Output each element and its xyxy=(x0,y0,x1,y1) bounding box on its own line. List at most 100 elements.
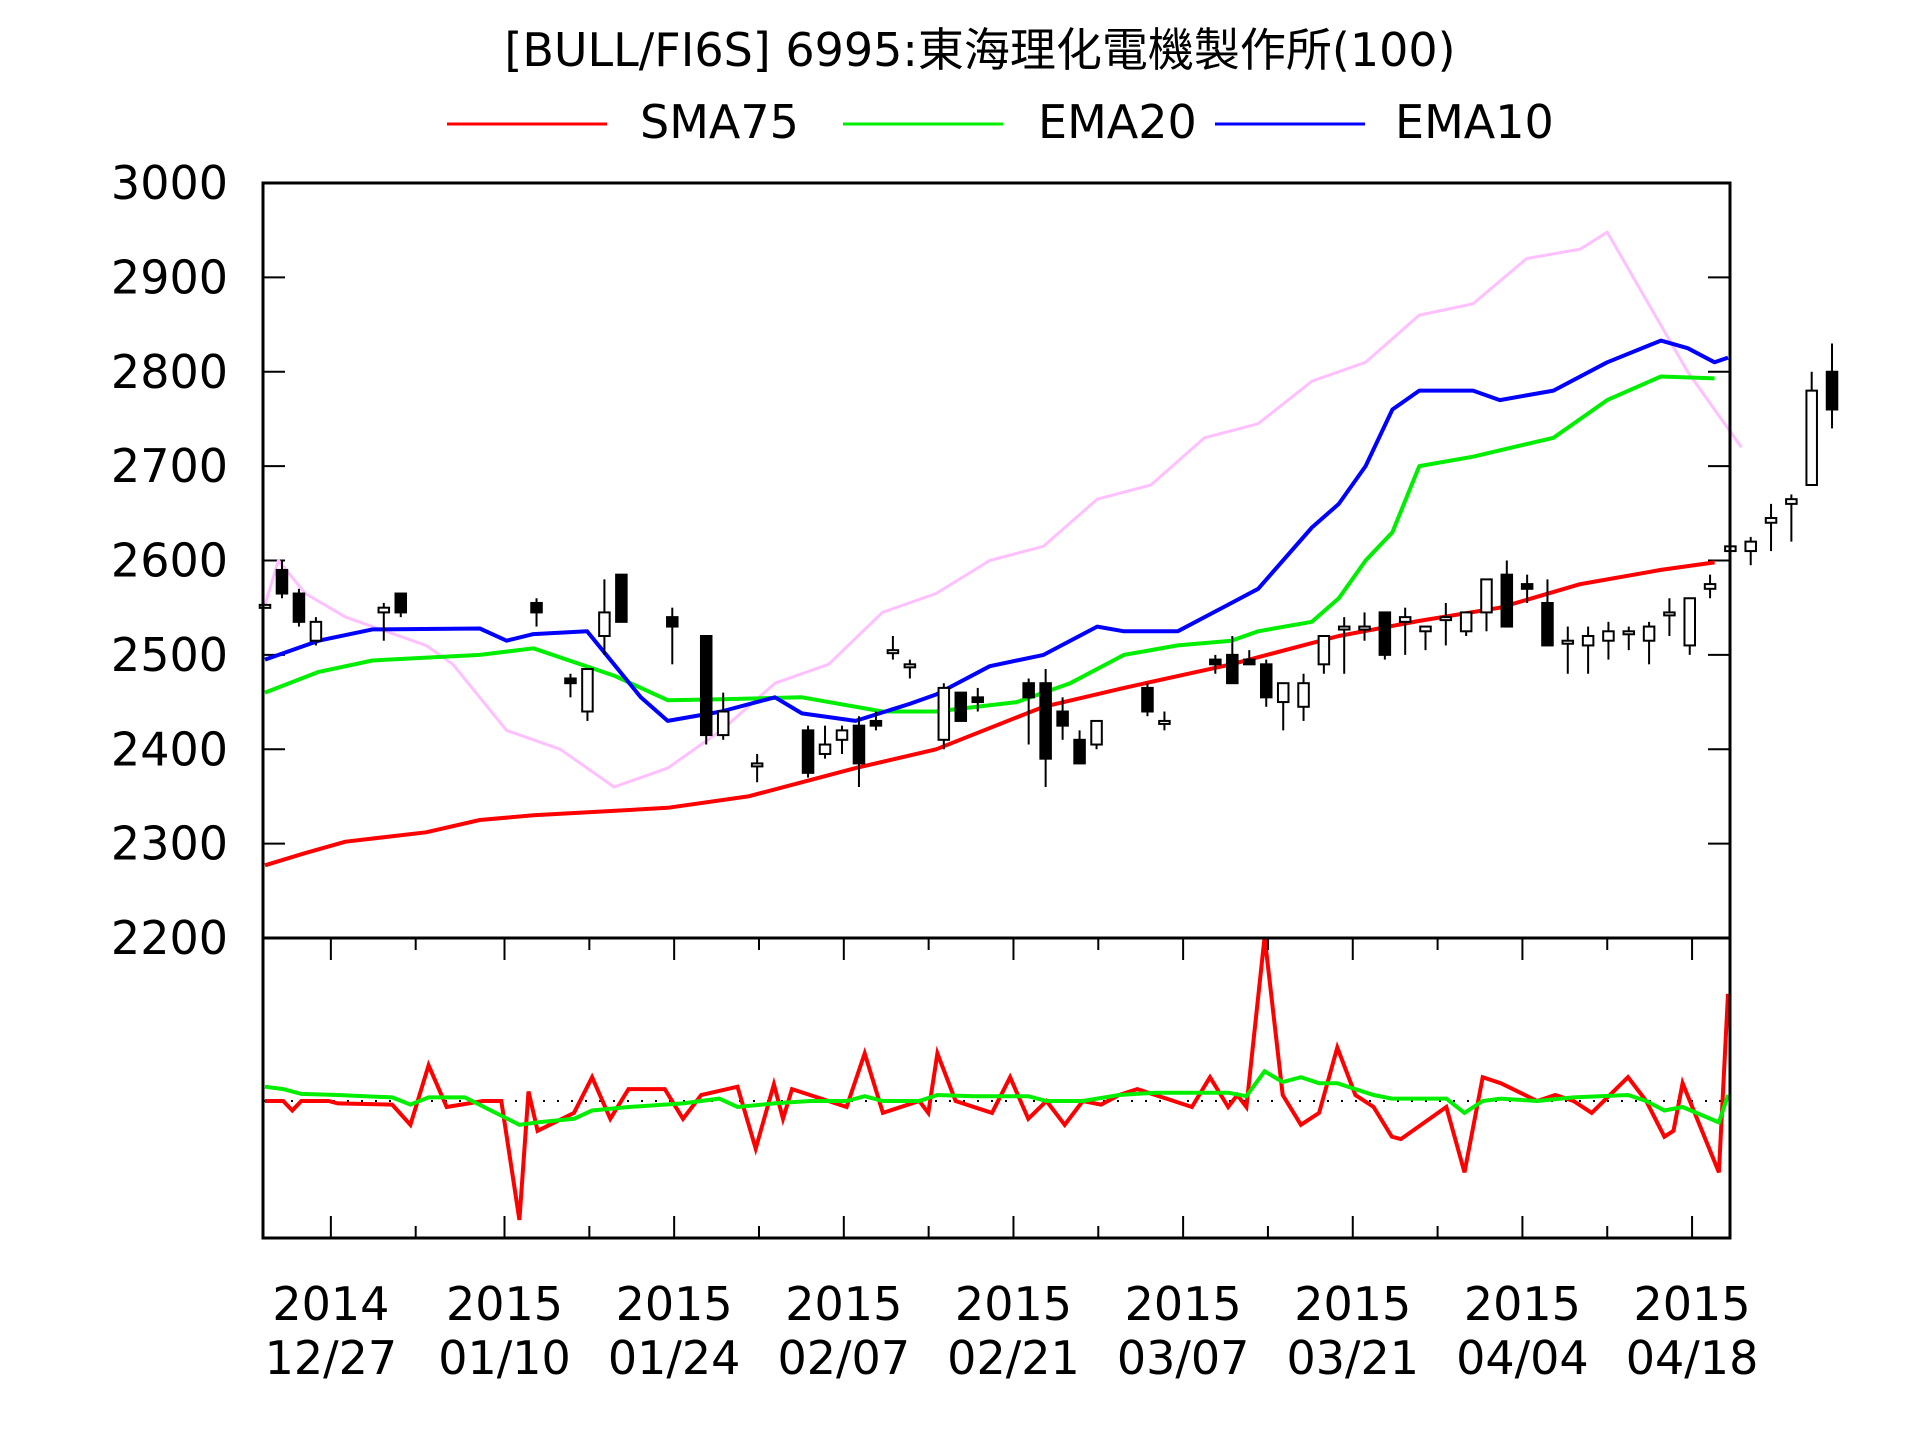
bullish-candle xyxy=(1459,611,1473,633)
bullish-candle xyxy=(1337,625,1351,631)
y-axis: 2200 2300 2400 2500 2600 2700 2800 2900 3000 xyxy=(111,156,1730,965)
bullish-candle xyxy=(258,603,272,609)
bullish-candle xyxy=(1317,635,1331,666)
legend-label-ema10: EMA10 xyxy=(1395,95,1554,149)
chart-title: [BULL/FI6S] 6995:東海理化電機製作所(100) xyxy=(504,23,1455,77)
bearish-candle xyxy=(1073,738,1086,765)
x-tick-date: 03/07 xyxy=(1117,1331,1250,1385)
y-tick-label: 2500 xyxy=(111,628,228,682)
bullish-candle xyxy=(903,663,917,669)
x-tick-year: 2015 xyxy=(446,1277,563,1331)
bullish-candle xyxy=(1419,625,1432,633)
bearish-candle xyxy=(615,573,628,623)
price-overlays xyxy=(263,230,1743,868)
bullish-candle xyxy=(1439,616,1453,622)
y-tick-label: 2300 xyxy=(111,817,228,871)
y-tick-label: 2700 xyxy=(111,439,228,493)
y-tick-label: 2200 xyxy=(111,911,228,965)
x-tick-date: 01/24 xyxy=(608,1331,741,1385)
y-tick-label: 2600 xyxy=(111,534,228,588)
bearish-candle xyxy=(801,729,815,774)
ema20-line xyxy=(264,374,1715,714)
bullish-candle xyxy=(1297,682,1310,708)
bearish-candle xyxy=(666,616,679,628)
x-tick-year: 2014 xyxy=(272,1277,389,1331)
bullish-candle xyxy=(937,686,951,741)
y-tick-label: 2800 xyxy=(111,345,228,399)
bearish-candle xyxy=(699,635,713,737)
bullish-candle xyxy=(1090,719,1103,746)
bullish-candle xyxy=(886,649,900,655)
bullish-candle xyxy=(1581,635,1595,647)
green-oscillator-line xyxy=(264,1068,1730,1127)
x-tick-year: 2015 xyxy=(1294,1277,1411,1331)
bullish-candle xyxy=(1703,583,1717,590)
x-axis: 201412/27201501/10201501/24201502/072015… xyxy=(265,938,1759,1385)
x-tick-date: 12/27 xyxy=(265,1331,398,1385)
x-tick-year: 2015 xyxy=(785,1277,902,1331)
bullish-candle xyxy=(598,611,611,637)
x-tick-year: 2015 xyxy=(1125,1277,1242,1331)
bearish-candle xyxy=(564,677,577,685)
bearish-candle xyxy=(1056,710,1069,727)
bullish-candle xyxy=(1663,611,1676,617)
pink-series-line xyxy=(263,230,1743,789)
bearish-candle xyxy=(1141,686,1154,713)
bullish-candle xyxy=(750,762,764,768)
bullish-candle xyxy=(1642,625,1656,642)
bearish-candle xyxy=(1209,658,1222,666)
bearish-candle xyxy=(1039,682,1052,760)
x-tick-year: 2015 xyxy=(955,1277,1072,1331)
bearish-candle xyxy=(852,724,866,765)
bullish-candle xyxy=(1561,639,1575,645)
bearish-candle xyxy=(1500,573,1514,628)
x-tick-date: 02/07 xyxy=(778,1331,911,1385)
x-tick-date: 02/21 xyxy=(947,1331,1080,1385)
x-tick-date: 01/10 xyxy=(438,1331,571,1385)
bearish-candle xyxy=(869,719,883,727)
legend-label-sma75: SMA75 xyxy=(640,95,799,149)
bullish-candle xyxy=(1480,578,1493,614)
bearish-candle xyxy=(1259,663,1273,699)
bearish-candle xyxy=(292,592,306,623)
bearish-candle xyxy=(1378,611,1392,656)
x-tick-date: 04/04 xyxy=(1456,1331,1589,1385)
x-tick-date: 03/21 xyxy=(1286,1331,1419,1385)
y-tick-label: 3000 xyxy=(111,156,228,210)
bullish-candle xyxy=(377,606,391,614)
bullish-candle xyxy=(716,710,730,737)
ema10-line xyxy=(264,338,1729,723)
main-panel-frame xyxy=(261,181,1732,940)
bullish-candle xyxy=(1785,498,1798,505)
bearish-candle xyxy=(1825,370,1839,411)
bullish-candle xyxy=(309,620,323,642)
sma75-line xyxy=(264,560,1715,868)
bullish-candle xyxy=(1358,625,1371,631)
bearish-candle xyxy=(275,568,289,595)
y-tick-label: 2900 xyxy=(111,250,228,304)
x-tick-date: 04/18 xyxy=(1626,1331,1759,1385)
bullish-candle xyxy=(1602,630,1615,642)
candlesticks xyxy=(258,343,1839,787)
bullish-candle xyxy=(1744,540,1757,553)
bullish-candle xyxy=(1398,616,1412,623)
legend: SMA75 EMA20 EMA10 xyxy=(447,95,1554,149)
bearish-candle xyxy=(1022,682,1035,699)
legend-label-ema20: EMA20 xyxy=(1038,95,1197,149)
lower-panel-frame xyxy=(261,936,1732,1240)
bearish-candle xyxy=(954,691,968,722)
bearish-candle xyxy=(1243,658,1256,666)
x-tick-year: 2015 xyxy=(1634,1277,1751,1331)
bullish-candle xyxy=(581,668,594,713)
y-tick-label: 2400 xyxy=(111,722,228,776)
oscillator-panel xyxy=(263,936,1730,1221)
bearish-candle xyxy=(1541,601,1554,647)
bullish-candle xyxy=(1764,517,1778,524)
red-oscillator-line xyxy=(265,936,1730,1221)
bearish-candle xyxy=(394,592,408,614)
bullish-candle xyxy=(818,743,832,755)
bearish-candle xyxy=(530,601,543,614)
x-tick-year: 2015 xyxy=(1464,1277,1581,1331)
bullish-candle xyxy=(1683,597,1696,647)
